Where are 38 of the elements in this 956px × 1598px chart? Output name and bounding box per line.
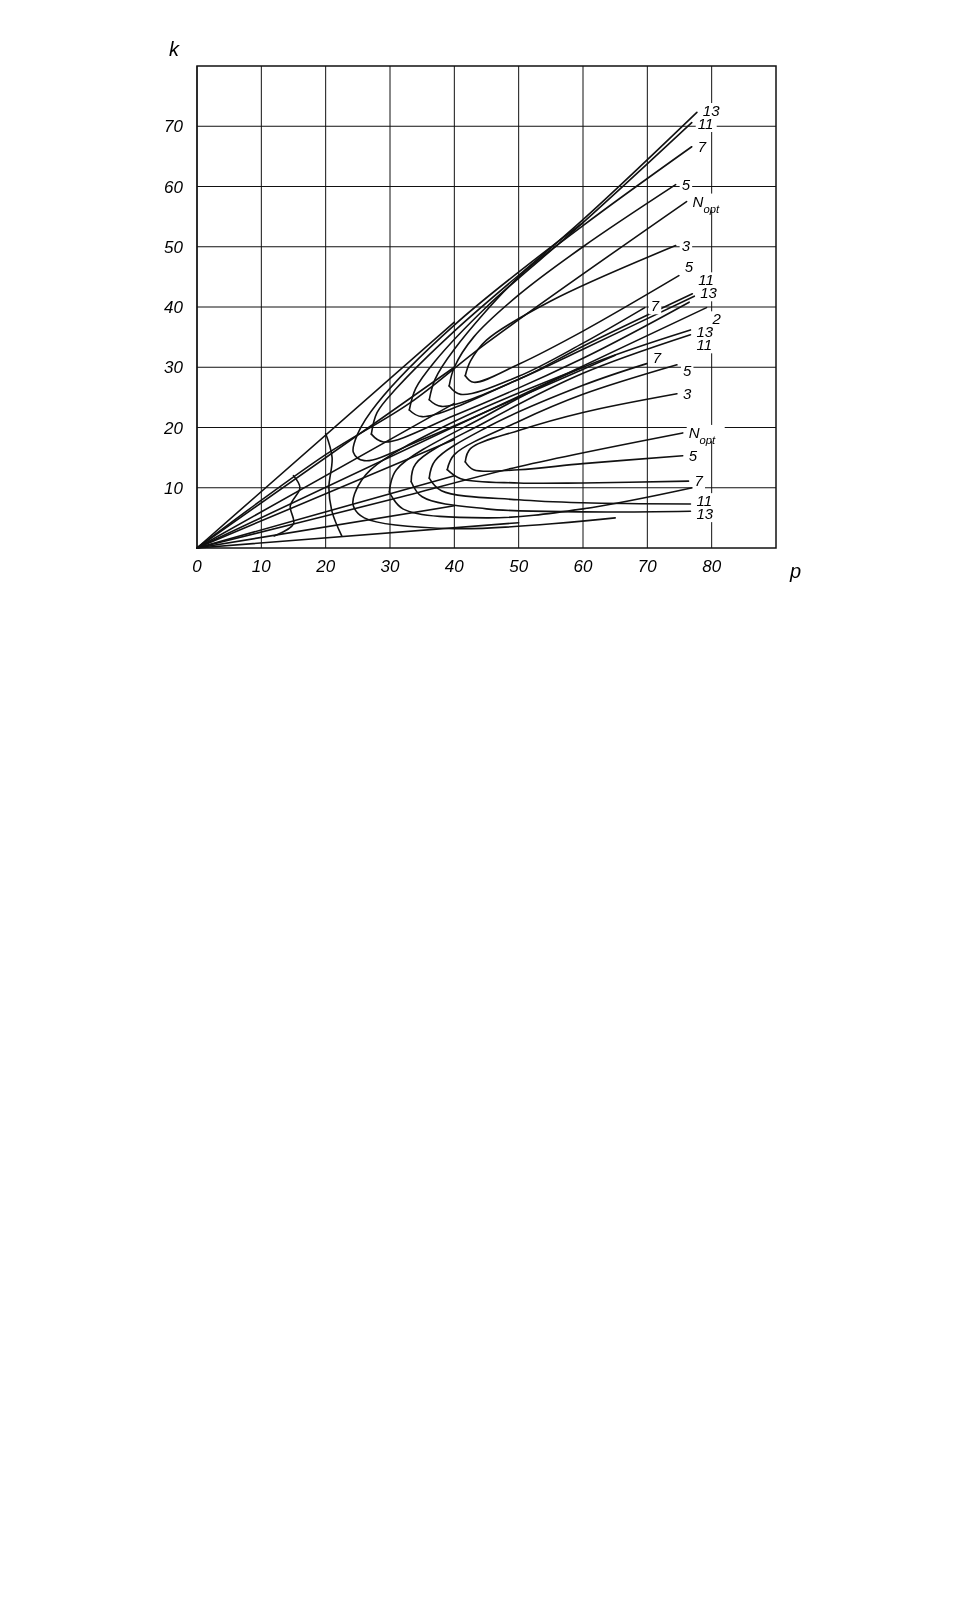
- series-label: 7: [697, 137, 707, 155]
- series-label: 5: [682, 362, 692, 380]
- series-label: 7: [652, 349, 662, 367]
- series-label: 7: [650, 297, 660, 315]
- series-label: 13: [696, 505, 714, 523]
- y-tick-label: 70: [164, 117, 184, 137]
- series-label: 3: [681, 236, 691, 254]
- y-tick-label: 20: [163, 418, 184, 438]
- x-tick-label: 30: [380, 557, 400, 576]
- x-tick-label: 50: [509, 557, 529, 576]
- series-label: 5: [681, 175, 691, 193]
- y-tick-label: 60: [164, 177, 184, 197]
- x-tick-label: 70: [637, 557, 658, 576]
- series-label: 13: [700, 284, 718, 302]
- series-label: 13: [702, 102, 721, 120]
- series-label: 5: [688, 446, 698, 464]
- y-tick-label: 50: [164, 237, 184, 257]
- y-tick-label: 40: [164, 298, 184, 317]
- x-tick-label: 20: [315, 557, 336, 576]
- y-tick-label: 30: [164, 358, 184, 378]
- series-label: N$_{opt}$: [688, 423, 717, 446]
- series-label: 5: [684, 258, 694, 276]
- x-tick-label: 10: [251, 557, 272, 576]
- series-label: 7: [694, 472, 704, 490]
- x-tick-label: 80: [702, 557, 722, 576]
- x-tick-label: 40: [444, 557, 465, 576]
- x-axis-title: p: [789, 560, 802, 582]
- y-tick-label: 10: [164, 478, 184, 498]
- series-label: 11: [697, 115, 714, 133]
- series-label: 2: [711, 310, 722, 328]
- series-label: 13: [696, 323, 714, 341]
- x-tick-label: 0: [192, 557, 203, 576]
- series-label: N$_{opt}$: [692, 192, 720, 215]
- x-tick-label: 60: [573, 557, 593, 576]
- series-label: 3: [682, 384, 692, 402]
- series-label: 11: [696, 336, 713, 354]
- series-label: 11: [696, 492, 713, 510]
- y-axis-title: k: [169, 38, 180, 60]
